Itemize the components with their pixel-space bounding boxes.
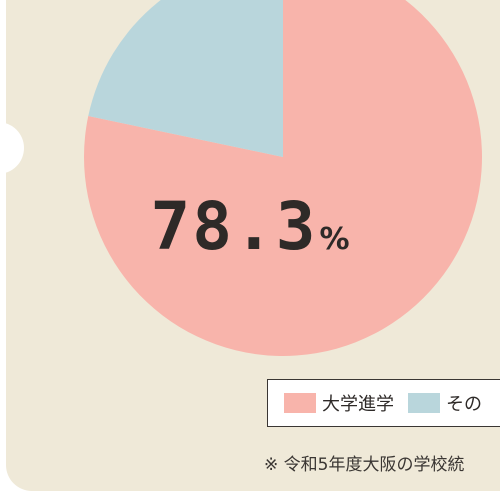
- pie-slice-university: [84, 0, 482, 356]
- legend-label-other: その: [446, 394, 482, 415]
- source-footnote: ※ 令和5年度大阪の学校統: [264, 455, 465, 475]
- chart-legend: 大学進学 その: [267, 379, 500, 427]
- legend-item-university: 大学進学: [284, 390, 394, 416]
- legend-label-university: 大学進学: [322, 394, 394, 415]
- legend-swatch-other: [408, 393, 440, 413]
- pie-slice-other: [88, 0, 283, 157]
- legend-swatch-university: [284, 393, 316, 413]
- legend-item-other: その: [408, 390, 482, 416]
